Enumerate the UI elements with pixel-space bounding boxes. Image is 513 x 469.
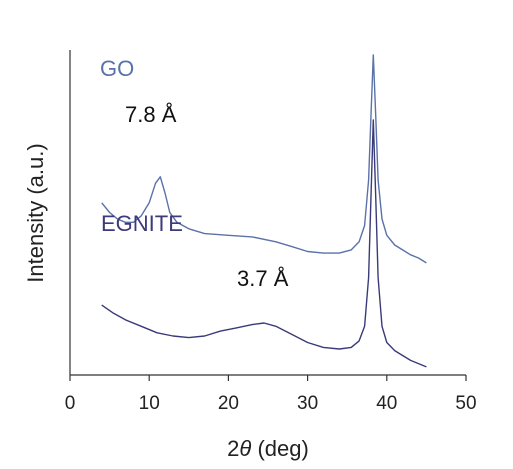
axes: 0 10 20 30 40 50 xyxy=(65,50,477,414)
x-ticks xyxy=(69,375,467,381)
x-tick-label-30: 30 xyxy=(297,393,318,414)
x-axis-title: 2θ (deg) xyxy=(227,436,309,461)
x-tick-label-0: 0 xyxy=(65,393,76,414)
series-line-go xyxy=(101,54,427,264)
x-tick-label-40: 40 xyxy=(376,393,397,414)
x-tick-label-20: 20 xyxy=(218,393,239,414)
series-line-egnite xyxy=(101,119,427,368)
annotation-go-peak: 7.8 Å xyxy=(125,102,177,127)
x-axis-title-suffix: (deg) xyxy=(251,436,308,461)
series-label-go: GO xyxy=(100,56,134,81)
annotation-egnite-peak: 3.7 Å xyxy=(237,266,289,291)
y-axis-title: Intensity (a.u.) xyxy=(23,143,48,282)
x-tick-labels: 0 10 20 30 40 50 xyxy=(65,393,477,414)
x-axis-title-prefix: 2 xyxy=(227,436,239,461)
x-tick-label-10: 10 xyxy=(139,393,160,414)
series-lines xyxy=(101,54,427,368)
series-label-egnite: EGNITE xyxy=(101,211,183,236)
x-axis-title-theta: θ xyxy=(239,436,251,461)
x-tick-label-50: 50 xyxy=(455,393,476,414)
